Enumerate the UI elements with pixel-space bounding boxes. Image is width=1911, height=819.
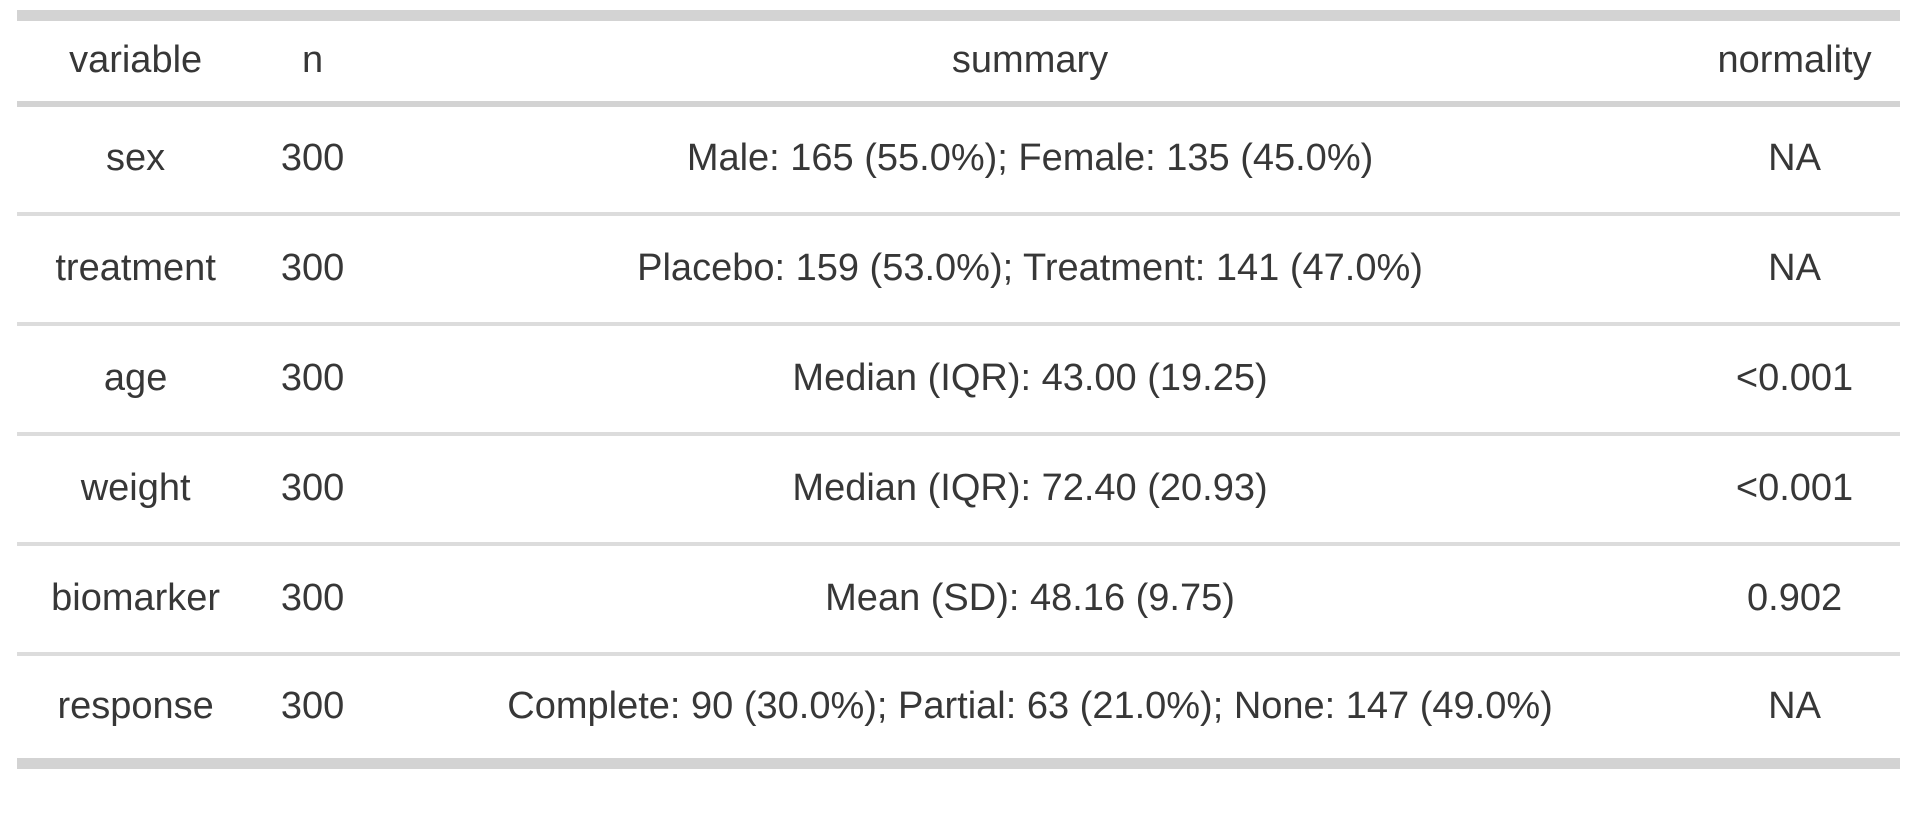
cell-normality: NA <box>1768 246 1821 289</box>
cell-variable: age <box>103 356 168 399</box>
cell-summary: Median (IQR): 72.40 (20.93) <box>792 466 1268 509</box>
table-body: sex 300 Male: 165 (55.0%); Female: 135 (… <box>17 104 1900 764</box>
table-row: treatment 300 Placebo: 159 (53.0%); Trea… <box>17 213 1900 324</box>
table-row: sex 300 Male: 165 (55.0%); Female: 135 (… <box>17 104 1900 214</box>
cell-variable: treatment <box>55 246 216 289</box>
cell-variable: weight <box>80 466 191 509</box>
table-header: variable n summary normality <box>17 16 1900 104</box>
cell-n: 300 <box>280 137 345 180</box>
cell-variable: biomarker <box>51 576 221 619</box>
cell-summary: Male: 165 (55.0%); Female: 135 (45.0%) <box>686 137 1374 180</box>
cell-n: 300 <box>280 246 345 289</box>
cell-summary: Complete: 90 (30.0%); Partial: 63 (21.0%… <box>507 684 1553 727</box>
cell-variable: sex <box>106 137 166 180</box>
cell-n: 300 <box>280 684 345 727</box>
cell-summary: Mean (SD): 48.16 (9.75) <box>825 576 1235 619</box>
cell-n: 300 <box>280 576 345 619</box>
column-header-variable: variable <box>69 38 203 81</box>
column-header-normality: normality <box>1717 38 1872 81</box>
cell-normality: <0.001 <box>1735 466 1854 509</box>
cell-variable: response <box>57 684 214 727</box>
table-row: response 300 Complete: 90 (30.0%); Parti… <box>17 653 1900 764</box>
column-header-n: n <box>302 38 324 81</box>
cell-normality: <0.001 <box>1735 356 1854 399</box>
table-row: biomarker 300 Mean (SD): 48.16 (9.75) 0.… <box>17 543 1900 654</box>
column-header-summary: summary <box>951 38 1109 81</box>
cell-n: 300 <box>280 466 345 509</box>
cell-n: 300 <box>280 356 345 399</box>
cell-summary: Placebo: 159 (53.0%); Treatment: 141 (47… <box>637 246 1423 289</box>
cell-normality: 0.902 <box>1747 576 1843 619</box>
table-row: age 300 Median (IQR): 43.00 (19.25) <0.0… <box>17 323 1900 434</box>
summary-table: variable n summary normality sex 300 Mal… <box>17 10 1900 769</box>
header-row: variable n summary normality <box>17 16 1900 104</box>
cell-summary: Median (IQR): 43.00 (19.25) <box>792 356 1268 399</box>
table-row: weight 300 Median (IQR): 72.40 (20.93) <… <box>17 433 1900 544</box>
cell-normality: NA <box>1768 137 1821 180</box>
cell-normality: NA <box>1768 684 1821 727</box>
